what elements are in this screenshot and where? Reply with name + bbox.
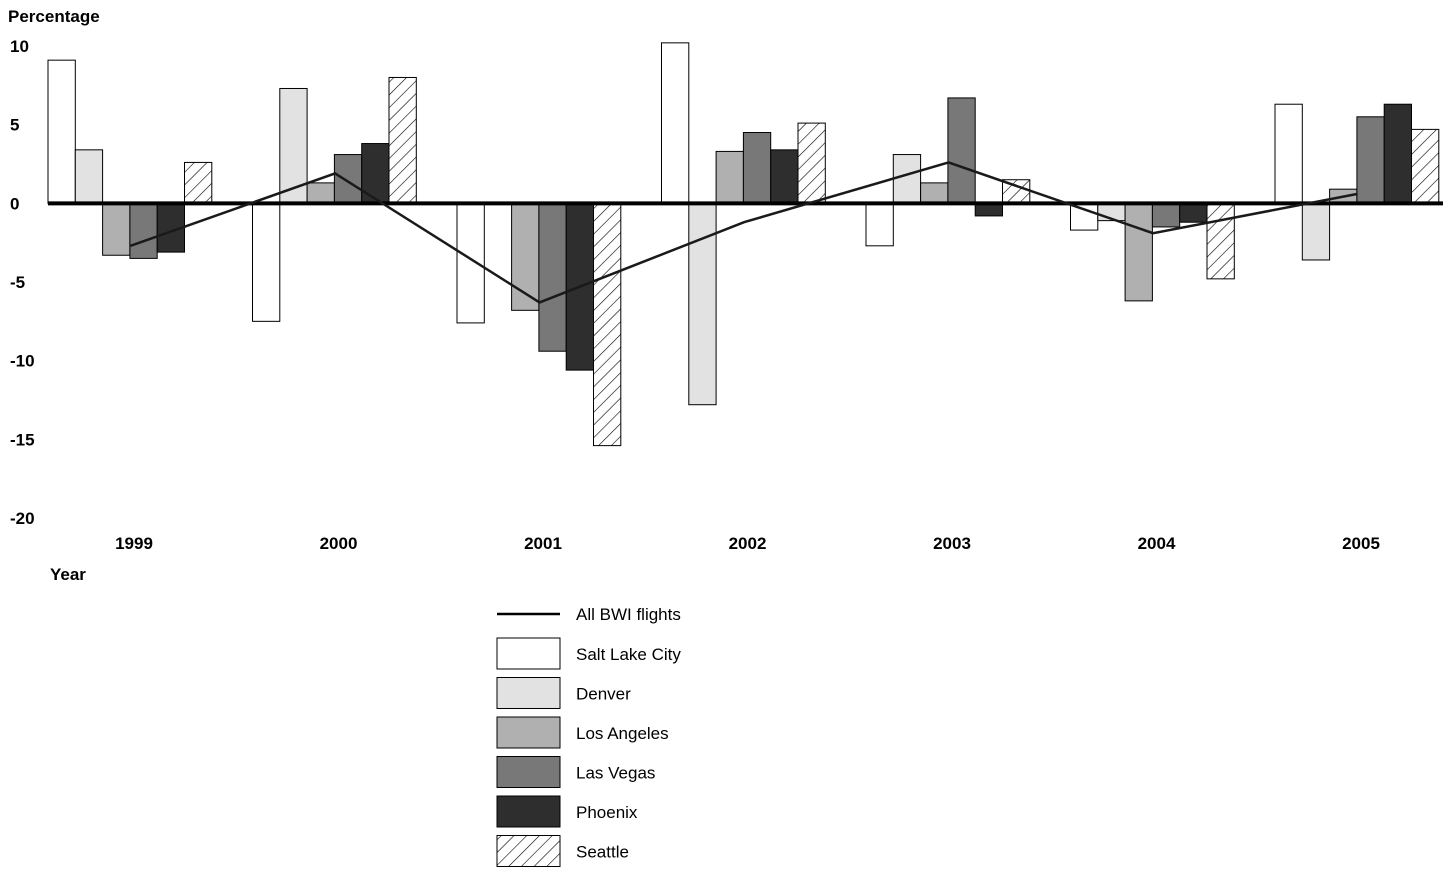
y-tick-label: -20 (10, 509, 35, 528)
bar-phoenix-2005 (1383, 103, 1412, 204)
bar-seattle-1999 (184, 161, 213, 204)
bar-salt-lake-city-1999 (47, 59, 76, 204)
legend-swatch-seattle (496, 835, 561, 867)
legend-swatch-denver (496, 677, 561, 709)
bar-los-angeles-2000 (306, 182, 335, 204)
x-axis-title: Year (50, 565, 86, 584)
legend-label: All BWI flights (576, 605, 681, 624)
y-axis-title: Percentage (8, 7, 100, 26)
legend-label: Salt Lake City (576, 645, 681, 664)
bar-los-angeles-1999 (102, 202, 131, 256)
bar-denver-2003 (892, 154, 922, 204)
bar-phoenix-2000 (361, 143, 390, 204)
x-tick-label: 2000 (320, 534, 358, 553)
bar-phoenix-2004 (1179, 202, 1208, 223)
legend-label: Denver (576, 685, 631, 704)
y-tick-label: -5 (10, 273, 25, 292)
bar-las-vegas-2003 (947, 97, 976, 204)
y-tick-label: -10 (10, 352, 35, 371)
y-tick-label: 10 (10, 37, 29, 56)
x-tick-label: 2005 (1342, 534, 1380, 553)
bar-las-vegas-1999 (129, 202, 158, 259)
legend-label: Phoenix (576, 803, 638, 822)
y-axis-ticks: 10 5 0 -5 -10 -15 -20 (10, 37, 35, 528)
bar-las-vegas-2005 (1356, 116, 1385, 204)
bar-seattle-2001 (593, 202, 622, 447)
bar-seattle-2004 (1206, 202, 1235, 280)
bar-seattle-2002 (797, 122, 826, 204)
legend-swatch-las-vegas (496, 756, 561, 788)
bar-salt-lake-city-2005 (1274, 103, 1303, 204)
bar-denver-2005 (1301, 202, 1331, 261)
x-tick-label: 2004 (1138, 534, 1176, 553)
legend-swatch-phoenix (496, 795, 561, 828)
x-tick-label: 2001 (524, 534, 562, 553)
legend-swatch-salt-lake-city (496, 637, 561, 670)
bar-las-vegas-2001 (538, 202, 567, 352)
legend-swatch-los-angeles (496, 716, 561, 749)
y-tick-label: 0 (10, 194, 19, 213)
bar-las-vegas-2000 (333, 154, 363, 204)
bar-denver-1999 (74, 149, 104, 204)
legend-label: Las Vegas (576, 764, 655, 783)
bar-las-vegas-2004 (1151, 202, 1181, 228)
x-axis-ticks: 1999 2000 2001 2002 2003 2004 2005 (115, 534, 1380, 553)
bar-salt-lake-city-2000 (252, 202, 281, 322)
bar-denver-2002 (688, 202, 717, 406)
y-tick-label: -15 (10, 430, 35, 449)
x-tick-label: 2003 (933, 534, 971, 553)
bar-salt-lake-city-2002 (661, 42, 690, 204)
bar-salt-lake-city-2004 (1070, 202, 1099, 231)
bar-los-angeles-2004 (1124, 202, 1153, 302)
all-bwi-flights-line (130, 161, 1358, 304)
bar-phoenix-2002 (770, 149, 799, 204)
y-tick-label: 5 (10, 116, 19, 135)
bar-salt-lake-city-2003 (865, 202, 894, 247)
bar-salt-lake-city-2001 (456, 202, 485, 324)
bar-seattle-2005 (1411, 128, 1440, 204)
legend: All BWI flights Salt Lake City Denver Los A… (496, 605, 681, 867)
legend-label: Los Angeles (576, 724, 669, 743)
bars-layer (47, 42, 1440, 447)
bar-los-angeles-2002 (715, 150, 744, 204)
legend-label: Seattle (576, 843, 629, 862)
x-tick-label: 2002 (729, 534, 767, 553)
bar-seattle-2000 (388, 76, 417, 204)
x-tick-label: 1999 (115, 534, 153, 553)
bar-los-angeles-2003 (920, 182, 949, 204)
bar-las-vegas-2002 (742, 132, 772, 204)
